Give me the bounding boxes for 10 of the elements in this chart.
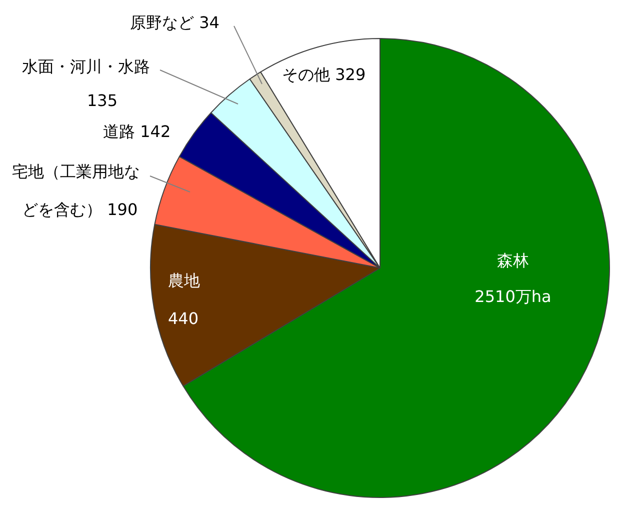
slice-label: 農地 — [168, 271, 200, 290]
slice-label: 原野など 34 — [130, 13, 220, 32]
slice-label: 水面・河川・水路 — [22, 57, 150, 76]
data-label: 440 — [168, 309, 199, 328]
slice-label: 森林 — [497, 251, 529, 270]
slice-label: 宅地（工業用地などを含む） 190 — [12, 162, 140, 220]
data-label: 2510万ha — [474, 287, 552, 306]
slice-label: その他 329 — [282, 65, 366, 84]
slice-label: 道路 142 — [103, 122, 171, 142]
data-label: 135 — [87, 91, 118, 110]
